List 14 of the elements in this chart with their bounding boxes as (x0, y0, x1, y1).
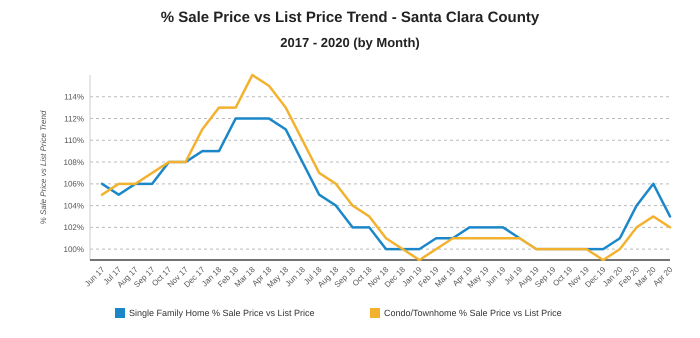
chart-subtitle: 2017 - 2020 (by Month) (280, 35, 420, 50)
y-tick-label: 102% (64, 223, 84, 232)
y-tick-label: 104% (64, 201, 84, 210)
y-tick-label: 108% (64, 158, 84, 167)
y-tick-label: 112% (64, 114, 84, 124)
legend-label: Single Family Home % Sale Price vs List Price (129, 308, 315, 318)
chart-title: % Sale Price vs List Price Trend - Santa Clara County (160, 9, 540, 26)
y-tick-label: 100% (64, 244, 84, 254)
y-tick-label: 106% (64, 180, 84, 189)
legend-label: Condo/Townhome % Sale Price vs List Price (384, 308, 562, 318)
y-axis-title: % Sale Price vs List Price Trend (39, 110, 48, 224)
y-tick-label: 110% (64, 136, 84, 146)
line-series (100, 74, 672, 262)
y-tick-label: 114% (64, 92, 84, 102)
